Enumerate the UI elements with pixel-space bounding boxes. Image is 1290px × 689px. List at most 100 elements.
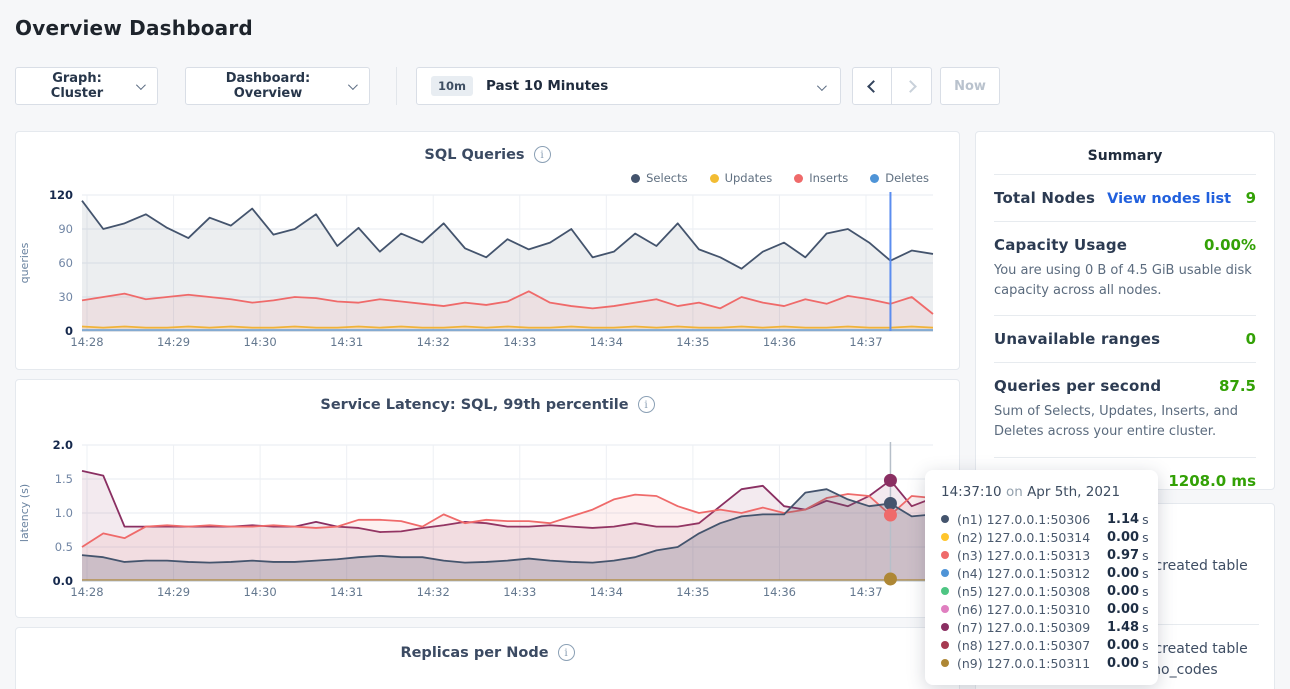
service-latency-panel: Service Latency: SQL, 99th percentile i … bbox=[15, 379, 960, 618]
sql-queries-panel: SQL Queries i Selects Updates Inserts Delet… bbox=[15, 131, 960, 370]
total-nodes-label: Total Nodes bbox=[994, 189, 1096, 207]
latency-unit: s bbox=[1142, 601, 1149, 617]
tooltip-node-row: (n4) 127.0.0.1:50312 0.00 s bbox=[941, 564, 1149, 582]
svg-text:14:31: 14:31 bbox=[330, 335, 363, 349]
legend-item-deletes[interactable]: Deletes bbox=[870, 171, 929, 185]
info-icon[interactable]: i bbox=[533, 146, 551, 163]
summary-row-qps: Queries per second 87.5 Sum of Selects, … bbox=[994, 362, 1256, 456]
svg-text:2.0: 2.0 bbox=[53, 439, 73, 452]
latency-unit: s bbox=[1142, 655, 1149, 671]
node-address: (n6) 127.0.0.1:50310 bbox=[957, 601, 1091, 617]
svg-text:14:32: 14:32 bbox=[417, 335, 450, 349]
latency-unit: s bbox=[1142, 619, 1149, 635]
qps-desc: Sum of Selects, Updates, Inserts, and De… bbox=[994, 404, 1238, 440]
node-color-dot bbox=[941, 587, 949, 595]
node-address: (n9) 127.0.0.1:50311 bbox=[957, 655, 1091, 671]
tooltip-node-row: (n5) 127.0.0.1:50308 0.00 s bbox=[941, 582, 1149, 600]
info-icon[interactable]: i bbox=[637, 396, 655, 413]
chevron-down-icon bbox=[347, 79, 358, 90]
chevron-down-icon bbox=[135, 79, 146, 90]
sql-queries-chart[interactable]: 14:28 14:29 14:30 14:31 14:32 14:33 14:34 14:35… bbox=[16, 189, 941, 351]
node-color-dot bbox=[941, 569, 949, 577]
svg-text:0: 0 bbox=[65, 324, 73, 338]
tooltip-conjunction: on bbox=[1005, 484, 1023, 500]
node-latency-value: 0.97 bbox=[1107, 547, 1140, 563]
legend-label: Selects bbox=[646, 171, 688, 185]
summary-row-capacity: Capacity Usage 0.00% You are using 0 B o… bbox=[994, 221, 1256, 315]
capacity-usage-label: Capacity Usage bbox=[994, 236, 1128, 254]
summary-row-total-nodes: Total Nodes View nodes list 9 bbox=[994, 174, 1256, 221]
legend-dot bbox=[870, 173, 880, 183]
svg-text:14:33: 14:33 bbox=[503, 585, 536, 599]
svg-text:14:30: 14:30 bbox=[244, 335, 277, 349]
legend-dot bbox=[709, 173, 719, 183]
svg-text:14:29: 14:29 bbox=[157, 585, 190, 599]
capacity-usage-value: 0.00% bbox=[1203, 236, 1256, 254]
unavailable-ranges-value: 0 bbox=[1245, 330, 1256, 349]
node-address: (n2) 127.0.0.1:50314 bbox=[957, 529, 1091, 545]
legend-item-updates[interactable]: Updates bbox=[709, 171, 772, 185]
svg-text:14:34: 14:34 bbox=[590, 335, 623, 349]
svg-text:1.5: 1.5 bbox=[55, 472, 73, 486]
legend-item-inserts[interactable]: Inserts bbox=[794, 171, 848, 185]
legend-item-selects[interactable]: Selects bbox=[631, 171, 688, 185]
svg-text:14:35: 14:35 bbox=[676, 335, 709, 349]
node-latency-value: 1.14 bbox=[1107, 511, 1140, 527]
time-range-selector[interactable]: 10m Past 10 Minutes bbox=[416, 67, 841, 105]
svg-text:14:28: 14:28 bbox=[70, 585, 103, 599]
tooltip-time: 14:37:10 bbox=[941, 484, 1002, 500]
time-next-button[interactable] bbox=[892, 67, 932, 105]
now-button[interactable]: Now bbox=[940, 67, 1000, 105]
svg-text:14:30: 14:30 bbox=[244, 585, 277, 599]
node-color-dot bbox=[941, 605, 949, 613]
total-nodes-value: 9 bbox=[1245, 189, 1256, 207]
tooltip-node-row: (n8) 127.0.0.1:50307 0.00 s bbox=[941, 636, 1149, 654]
node-color-dot bbox=[941, 659, 949, 667]
node-address: (n5) 127.0.0.1:50308 bbox=[957, 583, 1091, 599]
svg-text:queries: queries bbox=[18, 242, 31, 283]
dashboard-dropdown[interactable]: Dashboard: Overview bbox=[185, 67, 370, 105]
legend-label: Inserts bbox=[809, 171, 849, 185]
tooltip-node-row: (n7) 127.0.0.1:50309 1.48 s bbox=[941, 618, 1149, 636]
graph-dropdown[interactable]: Graph: Cluster bbox=[15, 67, 158, 105]
p99-latency-value: 1208.0 ms bbox=[1168, 471, 1256, 490]
chevron-down-icon bbox=[816, 81, 827, 92]
svg-text:0.0: 0.0 bbox=[53, 574, 73, 588]
latency-unit: s bbox=[1142, 583, 1149, 599]
node-color-dot bbox=[941, 551, 949, 559]
legend-dot bbox=[631, 173, 641, 183]
svg-text:14:33: 14:33 bbox=[503, 335, 536, 349]
capacity-usage-desc: You are using 0 B of 4.5 GiB usable disk… bbox=[994, 263, 1252, 299]
node-address: (n4) 127.0.0.1:50312 bbox=[957, 565, 1091, 581]
svg-text:14:35: 14:35 bbox=[676, 585, 709, 599]
chart-hover-tooltip: 14:37:10 on Apr 5th, 2021 (n1) 127.0.0.1… bbox=[925, 470, 1158, 685]
node-latency-value: 0.00 bbox=[1107, 637, 1140, 653]
node-latency-value: 0.00 bbox=[1107, 601, 1140, 617]
sql-queries-title: SQL Queries bbox=[424, 146, 525, 163]
svg-text:14:29: 14:29 bbox=[157, 335, 190, 349]
legend-dot bbox=[794, 173, 804, 183]
svg-text:14:34: 14:34 bbox=[590, 585, 623, 599]
svg-text:14:36: 14:36 bbox=[763, 585, 796, 599]
latency-unit: s bbox=[1142, 547, 1149, 563]
view-nodes-list-link[interactable]: View nodes list bbox=[1107, 191, 1232, 207]
dashboard-dropdown-label: Dashboard: Overview bbox=[225, 71, 311, 101]
time-range-label: Past 10 Minutes bbox=[486, 78, 609, 94]
time-prev-button[interactable] bbox=[852, 67, 892, 105]
unavailable-ranges-label: Unavailable ranges bbox=[994, 330, 1161, 349]
tooltip-date: Apr 5th, 2021 bbox=[1027, 484, 1121, 500]
toolbar-divider bbox=[396, 67, 397, 105]
chevron-left-icon bbox=[867, 79, 880, 93]
tooltip-node-row: (n2) 127.0.0.1:50314 0.00 s bbox=[941, 528, 1149, 546]
service-latency-chart[interactable]: 14:28 14:29 14:30 14:31 14:32 14:33 14:34 14:35… bbox=[16, 439, 941, 601]
svg-text:120: 120 bbox=[49, 189, 73, 202]
graph-dropdown-label: Graph: Cluster bbox=[50, 71, 104, 101]
node-address: (n7) 127.0.0.1:50309 bbox=[957, 619, 1091, 635]
tooltip-node-row: (n1) 127.0.0.1:50306 1.14 s bbox=[941, 510, 1149, 528]
info-icon[interactable]: i bbox=[557, 644, 575, 661]
node-address: (n3) 127.0.0.1:50313 bbox=[957, 547, 1091, 563]
svg-text:14:37: 14:37 bbox=[849, 585, 882, 599]
tooltip-node-row: (n9) 127.0.0.1:50311 0.00 s bbox=[941, 654, 1149, 672]
legend-label: Deletes bbox=[885, 171, 929, 185]
replicas-per-node-title: Replicas per Node bbox=[400, 644, 549, 661]
